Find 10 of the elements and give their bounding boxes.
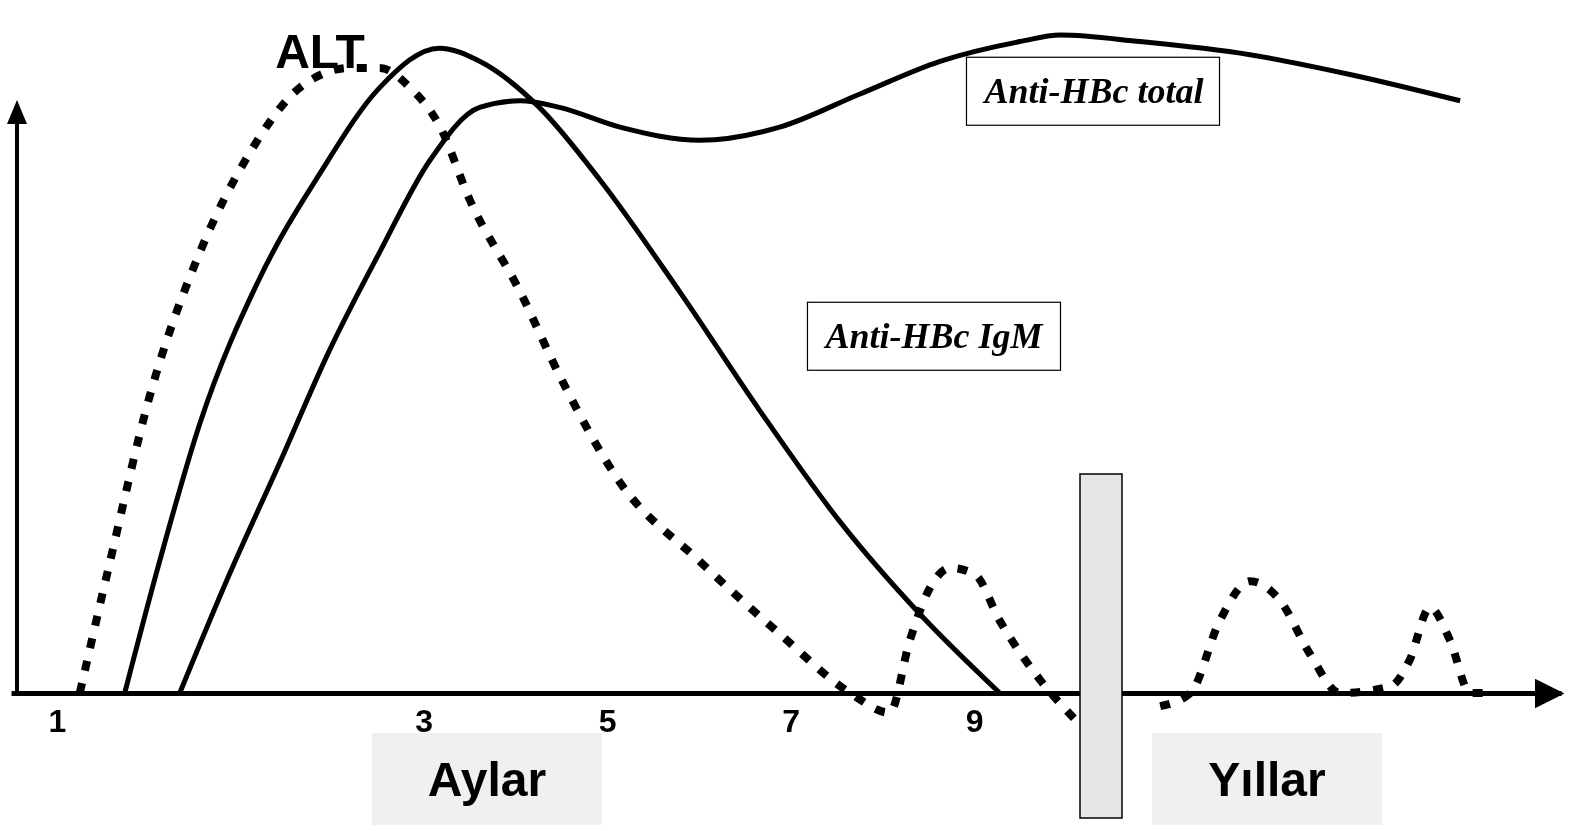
x-tick-label: 3 bbox=[415, 702, 434, 739]
series-label: Anti-HBc total bbox=[982, 71, 1204, 112]
x-tick-label: 1 bbox=[48, 702, 67, 739]
text: Anti-HBc IgM bbox=[823, 316, 1045, 357]
x-tick-label: 7 bbox=[782, 702, 800, 739]
series-label: ALT bbox=[275, 24, 365, 78]
text: Aylar bbox=[427, 752, 547, 806]
x-tick-label: 5 bbox=[598, 702, 617, 739]
text: Yıllar bbox=[1208, 752, 1326, 806]
x-tick-label: 9 bbox=[965, 702, 984, 739]
